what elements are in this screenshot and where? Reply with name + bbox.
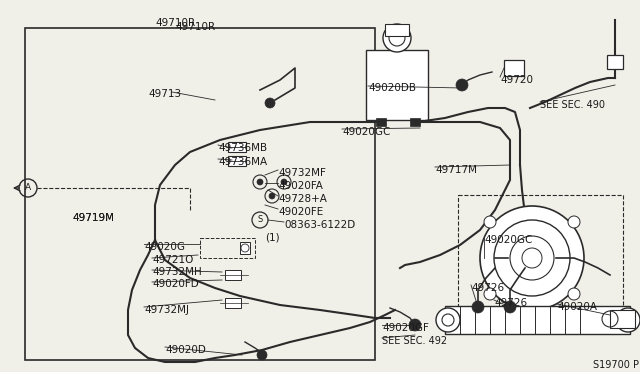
Bar [228, 142, 246, 152]
Bar [610, 310, 635, 328]
Text: 49710R: 49710R [155, 18, 195, 28]
Circle shape [504, 301, 516, 313]
Text: 49717M: 49717M [435, 165, 477, 175]
Bar [376, 118, 386, 126]
Text: 49736MB: 49736MB [218, 143, 267, 153]
Text: 49732MJ: 49732MJ [144, 305, 189, 315]
Text: S: S [257, 215, 262, 224]
Circle shape [409, 319, 421, 331]
Circle shape [257, 179, 263, 185]
Circle shape [484, 216, 496, 228]
Bar [225, 298, 241, 308]
Text: SEE SEC. 492: SEE SEC. 492 [382, 336, 447, 346]
Bar [410, 118, 420, 126]
Bar [607, 55, 623, 69]
Text: 49020D: 49020D [165, 345, 206, 355]
Bar [25, 28, 375, 360]
Circle shape [568, 216, 580, 228]
Text: 49719M: 49719M [72, 213, 114, 223]
Text: 08363-6122D: 08363-6122D [284, 220, 355, 230]
Circle shape [472, 301, 484, 313]
Circle shape [568, 288, 580, 300]
Text: S19700 P: S19700 P [593, 360, 639, 370]
Circle shape [383, 24, 411, 52]
Circle shape [257, 350, 267, 360]
Text: 49020FD: 49020FD [152, 279, 199, 289]
Bar [445, 306, 630, 334]
Text: 49732MF: 49732MF [278, 168, 326, 178]
Bar [225, 270, 241, 280]
Text: 49736MA: 49736MA [218, 157, 267, 167]
Text: 49020GF: 49020GF [382, 323, 429, 333]
Circle shape [265, 98, 275, 108]
Text: 49720: 49720 [500, 75, 533, 85]
Circle shape [456, 79, 468, 91]
Text: SEE SEC. 490: SEE SEC. 490 [540, 100, 605, 110]
Text: 49732MH: 49732MH [152, 267, 202, 277]
Circle shape [480, 206, 584, 310]
Circle shape [616, 308, 640, 332]
Text: (1): (1) [265, 232, 280, 242]
Text: A: A [25, 183, 31, 192]
Text: 49726: 49726 [494, 298, 527, 308]
Bar [504, 60, 524, 76]
Bar [200, 238, 255, 258]
Text: 49728+A: 49728+A [278, 194, 327, 204]
Text: 49020FE: 49020FE [278, 207, 323, 217]
Circle shape [269, 193, 275, 199]
Text: 49020DB: 49020DB [368, 83, 416, 93]
Text: 49726: 49726 [471, 283, 504, 293]
Bar [458, 195, 623, 313]
Bar [366, 50, 428, 120]
Circle shape [484, 288, 496, 300]
Text: 49719M: 49719M [72, 213, 114, 223]
Circle shape [436, 308, 460, 332]
Bar [385, 24, 409, 36]
Text: 49020A: 49020A [557, 302, 597, 312]
Text: 49020G: 49020G [144, 242, 185, 252]
Text: 49721O: 49721O [152, 255, 193, 265]
Circle shape [281, 179, 287, 185]
Text: 49710R: 49710R [175, 22, 215, 32]
Text: 49020GC: 49020GC [484, 235, 532, 245]
Bar [228, 156, 246, 166]
Text: 49020FA: 49020FA [278, 181, 323, 191]
Text: 49713: 49713 [148, 89, 181, 99]
Text: 49020GC: 49020GC [342, 127, 390, 137]
Bar [240, 242, 250, 254]
